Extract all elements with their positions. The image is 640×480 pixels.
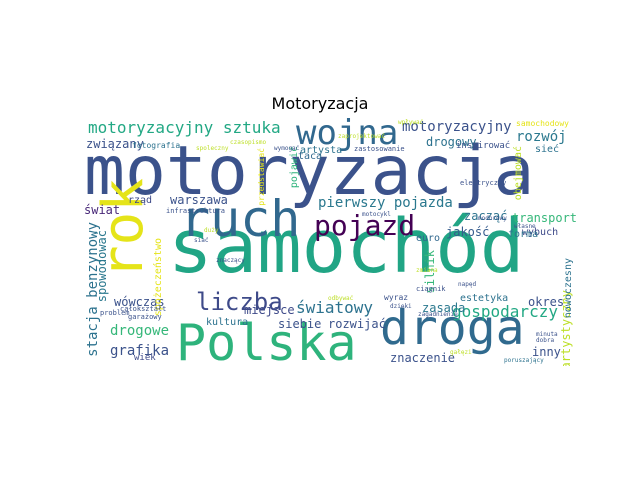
word-33: grafika <box>110 343 170 359</box>
word-50: inspirować <box>456 141 511 151</box>
word-44: nowoczesny <box>563 258 574 319</box>
word-51: fotografia <box>132 141 181 150</box>
word-21: jakość <box>446 225 490 239</box>
word-36: kultura <box>206 317 249 328</box>
word-60: problem <box>100 309 130 317</box>
word-22: wybuch <box>522 227 559 238</box>
word-78: spoleczny <box>196 145 229 152</box>
word-15: pierwszy pojazda <box>318 195 453 211</box>
word-11: rozwój <box>516 129 567 145</box>
word-73: duży <box>204 227 219 234</box>
word-17: świat <box>84 203 121 217</box>
word-56: ciągnik <box>416 285 446 293</box>
word-16: warszawa <box>170 193 228 207</box>
word-cloud: motoryzacja samochód Polska droga wojna ruch r… <box>80 118 576 366</box>
word-66: dzięki <box>390 303 412 310</box>
word-81: odbywać <box>328 295 354 302</box>
word-34: siebie <box>278 317 322 331</box>
word-55: wyraz <box>384 293 409 302</box>
word-49: wiek <box>134 353 156 363</box>
word-80: zaprojektować <box>338 133 385 140</box>
word-12: drogowy <box>426 135 477 149</box>
word-74: siać <box>194 237 209 244</box>
word-59: całokształt <box>120 305 167 313</box>
word-71: gałęzi <box>450 349 472 356</box>
word-5: ruch <box>180 190 301 248</box>
word-67: motocykl <box>362 211 391 218</box>
word-54: infrastruktura <box>166 207 226 215</box>
word-70: napęd <box>458 281 477 288</box>
word-35: rozwijać <box>328 317 386 331</box>
word-25: światowy <box>296 298 374 317</box>
word-65: zagadnienie <box>418 311 458 318</box>
word-24: euro <box>416 233 441 244</box>
word-2: Polska <box>176 314 357 366</box>
word-64: poruszający <box>504 357 544 364</box>
wordcloud-title: Motoryzacja <box>271 94 369 113</box>
word-75: znaczący <box>216 257 245 264</box>
word-26: gospodarczy <box>452 302 558 321</box>
word-32: drogowe <box>110 323 170 339</box>
word-79: czasopismo <box>230 139 267 146</box>
word-4: wojna <box>296 118 399 153</box>
word-40: spowodować <box>95 230 109 303</box>
word-20: transport <box>512 211 576 225</box>
word-1: samochód <box>168 204 525 290</box>
word-63: minuta <box>536 331 558 338</box>
word-0: motoryzacja <box>84 132 535 211</box>
word-9: motoryzacyjny sztuka <box>88 118 281 137</box>
word-30: wówczas <box>114 295 165 309</box>
word-13: związany <box>86 137 144 151</box>
word-53: przedstawiać <box>257 148 266 206</box>
word-72: zmiana <box>416 267 438 274</box>
word-37: znaczenie <box>390 351 456 365</box>
word-58: zastosowanie <box>354 145 405 153</box>
word-77: wpływać <box>398 119 424 126</box>
word-62: dobra <box>536 337 555 344</box>
word-8: liczba <box>196 288 283 316</box>
word-52: samochodowy <box>516 119 569 128</box>
word-14: sieć <box>535 144 560 155</box>
word-31: miejsce <box>244 303 295 317</box>
word-45: obejmować <box>513 146 524 201</box>
word-61: garażowy <box>128 313 162 321</box>
word-29: okres <box>528 295 565 309</box>
word-57: elektryczny <box>460 179 507 187</box>
word-69: własne <box>514 223 536 230</box>
word-48: artysta <box>300 145 343 156</box>
word-23: forma <box>508 229 539 240</box>
word-38: inny <box>532 345 561 359</box>
word-10: motoryzacyjny <box>402 119 512 135</box>
word-27: zasada <box>422 301 466 315</box>
word-28: estetyka <box>460 293 509 304</box>
word-68: modorowy <box>478 215 507 222</box>
word-76: wymogać <box>274 145 300 152</box>
word-19: zacząć <box>464 209 508 223</box>
word-7: pojazd <box>314 209 416 242</box>
word-47: taca <box>298 151 323 162</box>
word-3: droga <box>380 300 525 356</box>
word-18: rząd <box>128 195 153 206</box>
